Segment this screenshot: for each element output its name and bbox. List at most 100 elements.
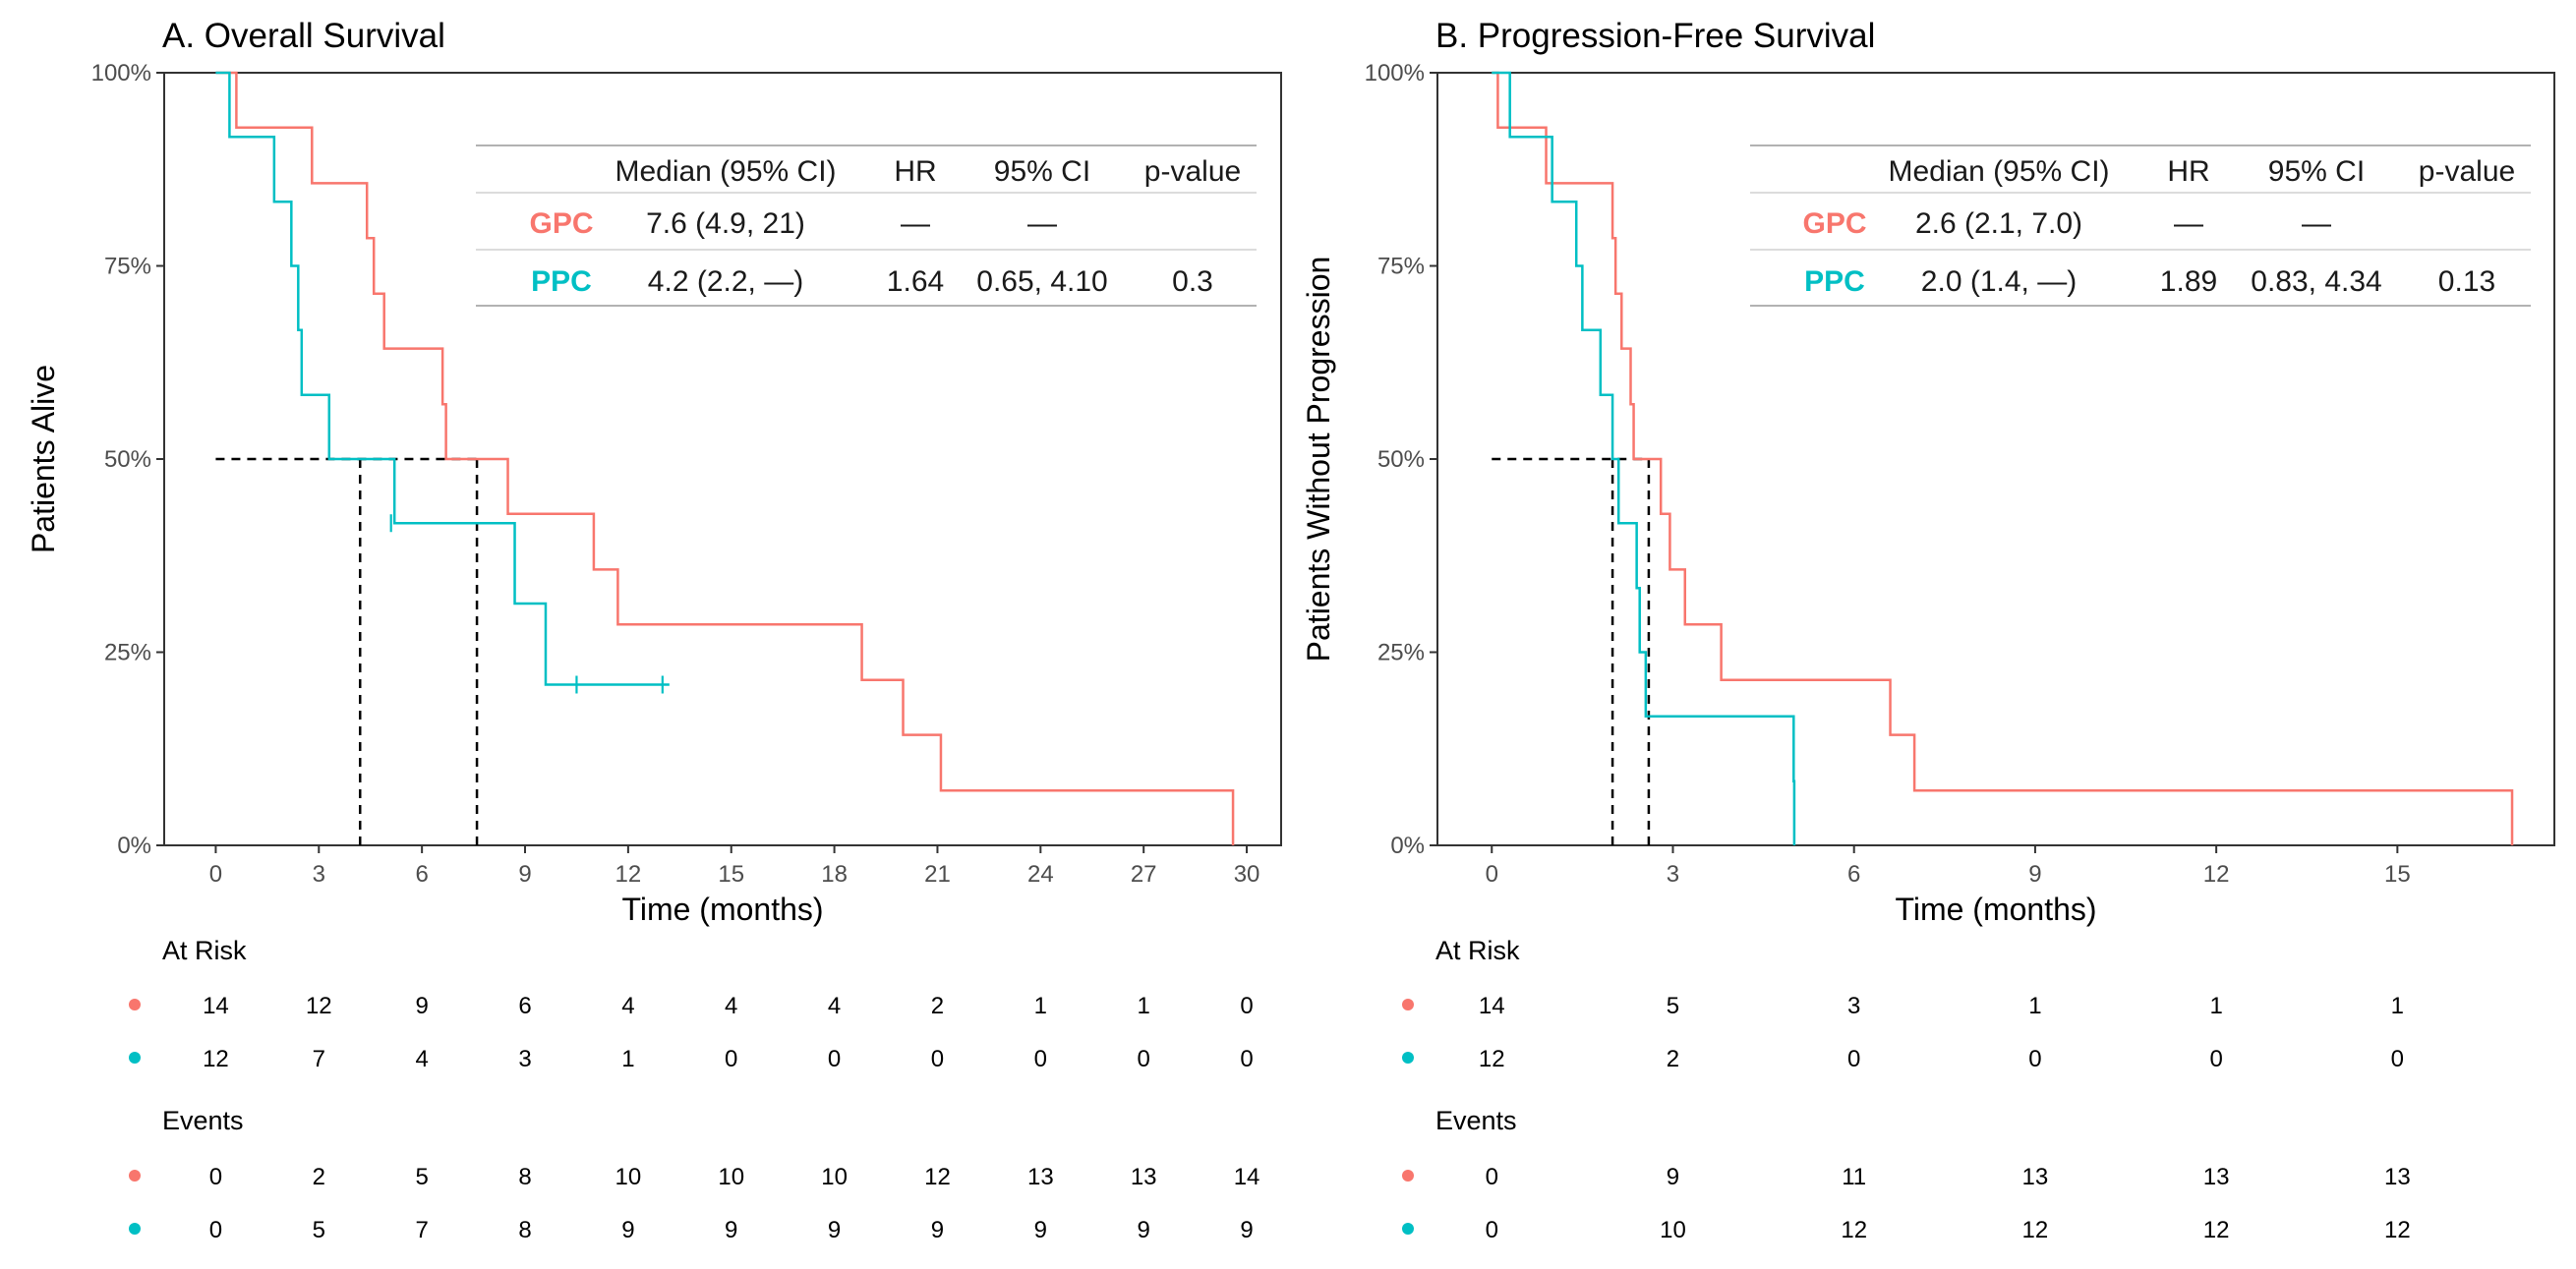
at-risk-gpc: 1 <box>1034 993 1047 1019</box>
at-risk-gpc: 0 <box>1240 993 1253 1019</box>
x-tick-label: 0 <box>209 861 222 888</box>
events-gpc: 8 <box>518 1164 531 1190</box>
km-curve-gpc <box>1492 71 2514 845</box>
at-risk-ppc: 4 <box>415 1046 428 1072</box>
events-ppc: 9 <box>1138 1217 1150 1243</box>
risk-legend-dot <box>129 1223 141 1235</box>
events-gpc: 5 <box>415 1164 428 1190</box>
x-axis-label: Time (months) <box>621 892 823 927</box>
at-risk-ppc: 0 <box>1138 1046 1150 1072</box>
risk-legend-dot <box>1402 1223 1414 1235</box>
table-hr: 1.89 <box>2160 265 2217 298</box>
events-gpc: 10 <box>821 1164 848 1190</box>
events-ppc: 12 <box>2203 1217 2230 1243</box>
events-ppc: 9 <box>931 1217 944 1243</box>
at-risk-ppc: 0 <box>931 1046 944 1072</box>
table-header: p-value <box>1144 155 1241 188</box>
at-risk-ppc: 0 <box>1240 1046 1253 1072</box>
panel-title: A. Overall Survival <box>162 17 445 55</box>
at-risk-ppc: 12 <box>1479 1046 1505 1072</box>
events-ppc: 7 <box>415 1217 428 1243</box>
x-tick-label: 21 <box>924 861 951 888</box>
events-ppc: 0 <box>209 1217 222 1243</box>
at-risk-ppc: 0 <box>1847 1046 1860 1072</box>
at-risk-gpc: 6 <box>518 993 531 1019</box>
table-header: 95% CI <box>994 155 1090 188</box>
table-median: 4.2 (2.2, —) <box>648 265 803 298</box>
risk-legend-dot <box>129 1052 141 1064</box>
events-gpc: 2 <box>313 1164 325 1190</box>
at-risk-gpc: 4 <box>725 993 737 1019</box>
panel-title: B. Progression-Free Survival <box>1435 17 1875 55</box>
events-ppc: 12 <box>2022 1217 2049 1243</box>
x-tick-label: 3 <box>1667 861 1679 888</box>
risk-legend-dot <box>1402 999 1414 1010</box>
risk-legend-dot <box>129 999 141 1010</box>
table-pvalue: 0.3 <box>1172 265 1213 298</box>
y-tick-label: 50% <box>104 446 151 473</box>
y-tick-label: 50% <box>1377 446 1425 473</box>
events-gpc: 13 <box>2022 1164 2049 1190</box>
at-risk-gpc: 2 <box>931 993 944 1019</box>
y-tick-label: 25% <box>104 640 151 666</box>
table-group-gpc: GPC <box>1802 207 1866 240</box>
y-tick-label: 75% <box>104 254 151 280</box>
x-tick-label: 6 <box>415 861 428 888</box>
x-tick-label: 0 <box>1486 861 1498 888</box>
km-curve-gpc <box>215 71 1235 845</box>
events-gpc: 0 <box>209 1164 222 1190</box>
at-risk-gpc: 12 <box>306 993 332 1019</box>
events-title: Events <box>1435 1106 1517 1135</box>
at-risk-gpc: 4 <box>621 993 634 1019</box>
y-tick-label: 0% <box>1390 833 1425 859</box>
table-median: 2.6 (2.1, 7.0) <box>1915 207 2082 240</box>
table-group-ppc: PPC <box>531 265 592 298</box>
events-ppc: 12 <box>2384 1217 2411 1243</box>
table-header: 95% CI <box>2268 155 2365 188</box>
x-tick-label: 27 <box>1131 861 1157 888</box>
x-tick-label: 30 <box>1234 861 1260 888</box>
risk-legend-dot <box>1402 1170 1414 1182</box>
table-header: p-value <box>2419 155 2515 188</box>
x-axis-label: Time (months) <box>1895 892 2096 927</box>
events-ppc: 12 <box>1841 1217 1867 1243</box>
y-tick-label: 25% <box>1377 640 1425 666</box>
at-risk-ppc: 1 <box>621 1046 634 1072</box>
at-risk-gpc: 1 <box>2209 993 2222 1019</box>
km-curve-ppc <box>1492 71 1796 845</box>
at-risk-gpc: 5 <box>1667 993 1679 1019</box>
at-risk-gpc: 1 <box>2028 993 2041 1019</box>
y-tick-label: 75% <box>1377 254 1425 280</box>
at-risk-ppc: 0 <box>2391 1046 2404 1072</box>
y-tick-label: 0% <box>117 833 151 859</box>
y-tick-label: 100% <box>91 60 151 87</box>
table-ci: — <box>2302 207 2331 240</box>
table-header: Median (95% CI) <box>615 155 836 188</box>
events-ppc: 9 <box>725 1217 737 1243</box>
events-ppc: 9 <box>1240 1217 1253 1243</box>
events-ppc: 5 <box>313 1217 325 1243</box>
table-group-gpc: GPC <box>529 207 593 240</box>
table-ci: 0.83, 4.34 <box>2251 265 2381 298</box>
at-risk-title: At Risk <box>162 936 247 965</box>
events-ppc: 9 <box>621 1217 634 1243</box>
at-risk-ppc: 3 <box>518 1046 531 1072</box>
events-gpc: 13 <box>1131 1164 1157 1190</box>
at-risk-ppc: 0 <box>2028 1046 2041 1072</box>
events-gpc: 12 <box>924 1164 951 1190</box>
at-risk-ppc: 7 <box>313 1046 325 1072</box>
events-gpc: 10 <box>718 1164 744 1190</box>
table-header: HR <box>894 155 936 188</box>
table-group-ppc: PPC <box>1804 265 1865 298</box>
table-median: 2.0 (1.4, —) <box>1921 265 2077 298</box>
x-tick-label: 24 <box>1027 861 1054 888</box>
panel-progression-free-survival: B. Progression-Free Survival 0% 25% 50% 75% 1… <box>1301 17 2555 1243</box>
x-tick-label: 9 <box>2028 861 2041 888</box>
at-risk-ppc: 2 <box>1667 1046 1679 1072</box>
events-gpc: 0 <box>1486 1164 1498 1190</box>
table-header: HR <box>2167 155 2209 188</box>
table-pvalue: 0.13 <box>2438 265 2495 298</box>
y-axis-label: Patients Without Progression <box>1301 257 1336 663</box>
